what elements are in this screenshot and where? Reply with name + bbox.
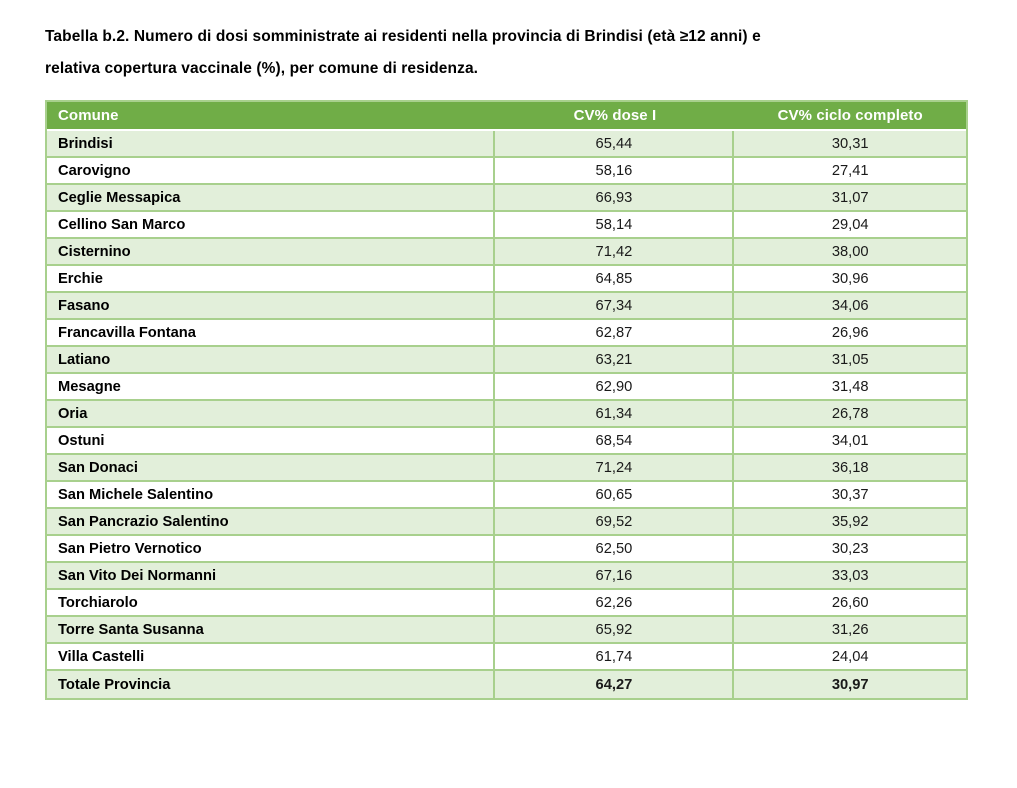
- dose1-cell: 61,74: [495, 644, 735, 671]
- comune-cell: Torchiarolo: [47, 590, 496, 617]
- ciclo-completo-cell: 30,23: [734, 536, 966, 563]
- dose1-cell: 65,44: [495, 131, 735, 158]
- table-row: Erchie 64,85 30,96: [47, 266, 966, 293]
- table-row: Fasano 67,34 34,06: [47, 293, 966, 320]
- header-ciclo-completo: CV% ciclo completo: [734, 102, 966, 131]
- dose1-cell: 62,50: [495, 536, 735, 563]
- ciclo-completo-cell: 26,96: [734, 320, 966, 347]
- ciclo-completo-cell: 29,04: [734, 212, 966, 239]
- table-row: San Michele Salentino 60,65 30,37: [47, 482, 966, 509]
- dose1-cell: 69,52: [495, 509, 735, 536]
- ciclo-completo-cell: 31,48: [734, 374, 966, 401]
- comune-cell: Totale Provincia: [47, 671, 496, 698]
- caption-line2: relativa copertura vaccinale (%), per co…: [45, 60, 479, 77]
- table-row: San Vito Dei Normanni 67,16 33,03: [47, 563, 966, 590]
- comune-cell: Ceglie Messapica: [47, 185, 496, 212]
- ciclo-completo-cell: 34,06: [734, 293, 966, 320]
- dose1-cell: 67,34: [495, 293, 735, 320]
- comune-cell: Torre Santa Susanna: [47, 617, 496, 644]
- comune-cell: Cellino San Marco: [47, 212, 496, 239]
- ciclo-completo-cell: 30,31: [734, 131, 966, 158]
- dose1-cell: 61,34: [495, 401, 735, 428]
- caption-line1: Tabella b.2. Numero di dosi somministrat…: [45, 28, 761, 45]
- table-row: Brindisi 65,44 30,31: [47, 131, 966, 158]
- comune-cell: Erchie: [47, 266, 496, 293]
- table-row: Ostuni 68,54 34,01: [47, 428, 966, 455]
- ciclo-completo-cell: 31,26: [734, 617, 966, 644]
- table-row: Cellino San Marco 58,14 29,04: [47, 212, 966, 239]
- dose1-cell: 58,14: [495, 212, 735, 239]
- dose1-cell: 62,87: [495, 320, 735, 347]
- dose1-cell: 66,93: [495, 185, 735, 212]
- header-row: Comune CV% dose I CV% ciclo completo: [47, 102, 966, 131]
- comune-cell: San Donaci: [47, 455, 496, 482]
- comune-cell: Carovigno: [47, 158, 496, 185]
- table-row: Torchiarolo 62,26 26,60: [47, 590, 966, 617]
- ciclo-completo-cell: 31,05: [734, 347, 966, 374]
- ciclo-completo-cell: 36,18: [734, 455, 966, 482]
- dose1-cell: 67,16: [495, 563, 735, 590]
- comune-cell: Francavilla Fontana: [47, 320, 496, 347]
- table-row: Cisternino 71,42 38,00: [47, 239, 966, 266]
- ciclo-completo-cell: 30,96: [734, 266, 966, 293]
- dose1-cell: 60,65: [495, 482, 735, 509]
- total-row: Totale Provincia 64,27 30,97: [47, 671, 966, 698]
- comune-cell: Latiano: [47, 347, 496, 374]
- ciclo-completo-cell: 26,78: [734, 401, 966, 428]
- dose1-cell: 64,27: [495, 671, 735, 698]
- table-caption: Tabella b.2. Numero di dosi somministrat…: [45, 21, 960, 85]
- dose1-cell: 62,26: [495, 590, 735, 617]
- coverage-table: Comune CV% dose I CV% ciclo completo Bri…: [45, 100, 968, 700]
- table-row: Oria 61,34 26,78: [47, 401, 966, 428]
- comune-cell: San Pietro Vernotico: [47, 536, 496, 563]
- comune-cell: Mesagne: [47, 374, 496, 401]
- header-dose1: CV% dose I: [495, 102, 735, 131]
- dose1-cell: 58,16: [495, 158, 735, 185]
- ciclo-completo-cell: 33,03: [734, 563, 966, 590]
- table-row: Mesagne 62,90 31,48: [47, 374, 966, 401]
- ciclo-completo-cell: 27,41: [734, 158, 966, 185]
- dose1-cell: 68,54: [495, 428, 735, 455]
- comune-cell: Cisternino: [47, 239, 496, 266]
- dose1-cell: 71,24: [495, 455, 735, 482]
- header-comune: Comune: [47, 102, 496, 131]
- table-row: San Pietro Vernotico 62,50 30,23: [47, 536, 966, 563]
- comune-cell: San Michele Salentino: [47, 482, 496, 509]
- comune-cell: Oria: [47, 401, 496, 428]
- dose1-cell: 62,90: [495, 374, 735, 401]
- table-row: Torre Santa Susanna 65,92 31,26: [47, 617, 966, 644]
- table-body: Brindisi 65,44 30,31 Carovigno 58,16 27,41 Ceg…: [47, 131, 966, 698]
- table-row: Latiano 63,21 31,05: [47, 347, 966, 374]
- table-row: Francavilla Fontana 62,87 26,96: [47, 320, 966, 347]
- ciclo-completo-cell: 26,60: [734, 590, 966, 617]
- table-row: San Pancrazio Salentino 69,52 35,92: [47, 509, 966, 536]
- comune-cell: San Vito Dei Normanni: [47, 563, 496, 590]
- ciclo-completo-cell: 38,00: [734, 239, 966, 266]
- dose1-cell: 65,92: [495, 617, 735, 644]
- comune-cell: Ostuni: [47, 428, 496, 455]
- comune-cell: Villa Castelli: [47, 644, 496, 671]
- ciclo-completo-cell: 30,97: [734, 671, 966, 698]
- comune-cell: Fasano: [47, 293, 496, 320]
- ciclo-completo-cell: 30,37: [734, 482, 966, 509]
- ciclo-completo-cell: 34,01: [734, 428, 966, 455]
- dose1-cell: 63,21: [495, 347, 735, 374]
- table-row: Ceglie Messapica 66,93 31,07: [47, 185, 966, 212]
- dose1-cell: 64,85: [495, 266, 735, 293]
- table-row: Villa Castelli 61,74 24,04: [47, 644, 966, 671]
- dose1-cell: 71,42: [495, 239, 735, 266]
- comune-cell: San Pancrazio Salentino: [47, 509, 496, 536]
- table-row: Carovigno 58,16 27,41: [47, 158, 966, 185]
- comune-cell: Brindisi: [47, 131, 496, 158]
- table-row: San Donaci 71,24 36,18: [47, 455, 966, 482]
- ciclo-completo-cell: 24,04: [734, 644, 966, 671]
- ciclo-completo-cell: 31,07: [734, 185, 966, 212]
- ciclo-completo-cell: 35,92: [734, 509, 966, 536]
